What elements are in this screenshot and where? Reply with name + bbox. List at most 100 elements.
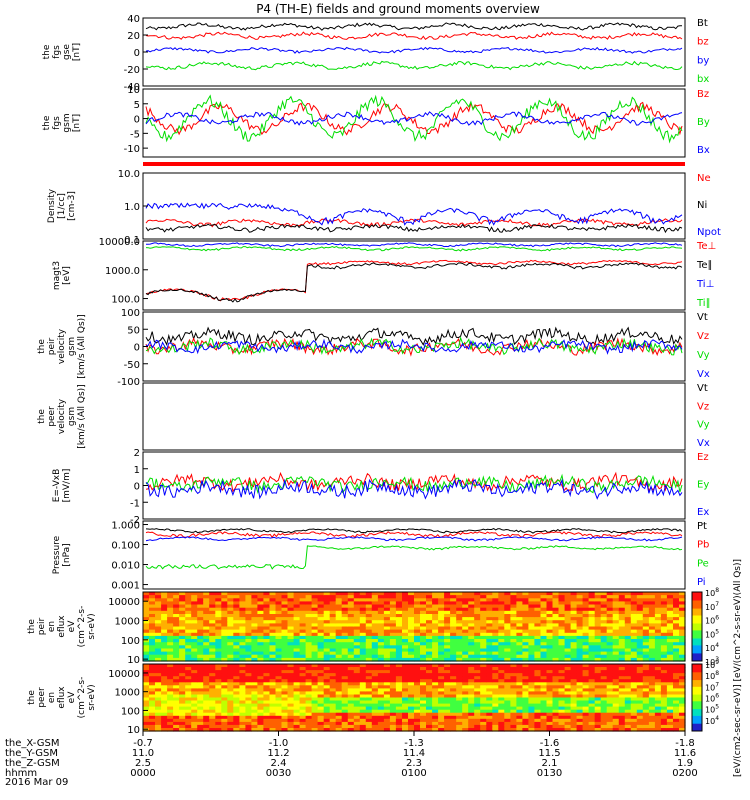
spectrogram-cell (450, 688, 457, 692)
spectrogram-cell (167, 642, 174, 646)
colorbar-step (692, 719, 702, 722)
spectrogram-cell (167, 598, 174, 602)
spectrogram-cell (504, 592, 511, 596)
spectrogram-cell (504, 721, 511, 726)
spectrogram-cell (420, 642, 427, 646)
spectrogram-cell (281, 724, 289, 729)
spectrogram-cell (311, 691, 319, 695)
spectrogram-cell (564, 626, 572, 631)
colorbar-tick-label: 104 (705, 715, 719, 726)
spectrogram-cell (245, 676, 252, 680)
spectrogram-cell (245, 667, 252, 671)
colorbar-step (692, 619, 702, 622)
spectrogram-cell (606, 721, 614, 726)
spectrogram-cell (365, 648, 373, 653)
x-tick-label-y: 11.0 (132, 748, 154, 759)
spectrogram-cell (630, 691, 638, 695)
spectrogram-cell (251, 667, 258, 671)
spectrogram-cell (371, 670, 379, 674)
spectrogram-cell (654, 632, 662, 637)
spectrogram-cell (636, 623, 644, 628)
spectrogram-cell (618, 657, 626, 662)
spectrogram-cell (486, 664, 493, 668)
spectrogram-cell (341, 610, 349, 615)
y-axis-label-line: peer (37, 687, 47, 708)
spectrogram-cell (185, 673, 192, 677)
spectrogram-cell (233, 679, 240, 683)
spectrogram-cell (558, 598, 566, 602)
spectrogram-cell (552, 703, 560, 708)
spectrogram-cell (594, 654, 602, 659)
spectrogram-cell (317, 629, 325, 634)
spectrogram-cell (679, 604, 686, 609)
spectrogram-cell (275, 617, 283, 621)
spectrogram-cell (197, 688, 204, 692)
spectrogram-cell (540, 614, 548, 618)
spectrogram-cell (420, 676, 427, 680)
spectrogram-cell (588, 694, 596, 699)
spectrogram-cell (582, 706, 590, 711)
spectrogram-cell (492, 691, 499, 695)
spectrogram-cell (673, 610, 680, 615)
spectrogram-cell (287, 682, 295, 686)
spectrogram-cell (197, 694, 204, 699)
spectrogram-cell (666, 604, 674, 609)
spectrogram-cell (383, 623, 391, 628)
spectrogram-cell (654, 654, 662, 659)
spectrogram-cell (311, 629, 319, 634)
spectrogram-cell (546, 697, 554, 702)
spectrogram-cell (492, 635, 499, 640)
spectrogram-cell (570, 721, 578, 726)
colorbar-step (692, 678, 702, 681)
spectrogram-cell (660, 635, 668, 640)
spectrogram-cell (660, 685, 668, 689)
spectrogram-cell (347, 685, 355, 689)
spectrogram-cell (528, 685, 535, 689)
spectrogram-cell (143, 623, 150, 628)
spectrogram-cell (341, 718, 349, 723)
spectrogram-cell (329, 620, 337, 624)
spectrogram-cell (408, 679, 415, 683)
spectrogram-cell (642, 648, 650, 653)
spectrogram-cell (642, 629, 650, 634)
colorbar-step (692, 594, 702, 596)
spectrogram-cell (149, 629, 156, 634)
spectrogram-cell (161, 645, 168, 649)
spectrogram-cell (648, 694, 656, 699)
spectrogram-cell (666, 648, 674, 653)
spectrogram-cell (341, 682, 349, 686)
spectrogram-cell (660, 682, 668, 686)
spectrogram-cell (287, 626, 295, 631)
spectrogram-cell (588, 657, 596, 662)
spectrogram-cell (149, 654, 156, 659)
spectrogram-cell (353, 709, 361, 714)
spectrogram-cell (293, 610, 301, 615)
spectrogram-cell (305, 667, 313, 671)
spectrogram-cell (648, 718, 656, 723)
spectrogram-cell (648, 623, 656, 628)
spectrogram-cell (233, 604, 240, 609)
spectrogram-cell (546, 635, 554, 640)
spectrogram-cell (275, 626, 283, 631)
spectrogram-cell (305, 721, 313, 726)
spectrogram-cell (317, 632, 325, 637)
spectrogram-cell (654, 728, 662, 732)
spectrogram-cell (347, 694, 355, 699)
spectrogram-cell (359, 632, 367, 637)
colorbar-step (692, 596, 702, 599)
spectrogram-cell (251, 635, 258, 640)
spectrogram-cell (365, 639, 373, 643)
spectrogram-cell (275, 682, 283, 686)
spectrogram-cell (510, 635, 517, 640)
spectrogram-cell (383, 604, 391, 609)
spectrogram-cell (389, 703, 397, 708)
spectrogram-cell (275, 642, 283, 646)
spectrogram-cell (594, 617, 602, 621)
spectrogram-cell (257, 676, 264, 680)
colorbar-step (692, 658, 702, 661)
spectrogram-cell (552, 728, 560, 732)
spectrogram-cell (155, 629, 162, 634)
spectrogram-cell (245, 620, 252, 624)
spectrogram-cell (287, 667, 295, 671)
